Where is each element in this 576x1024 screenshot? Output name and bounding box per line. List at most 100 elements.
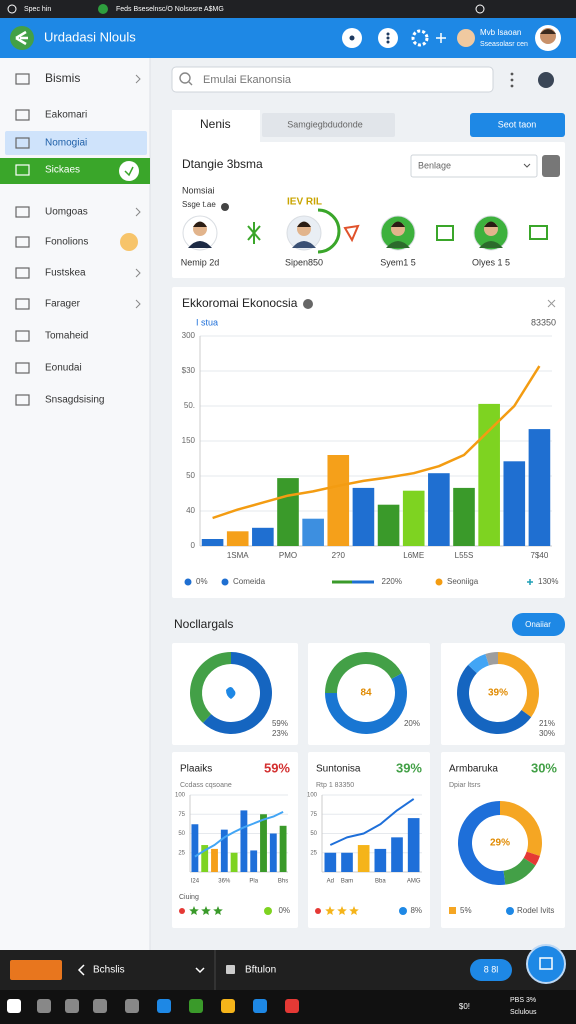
- tab-inactive[interactable]: [262, 113, 395, 137]
- menu-item[interactable]: Bismis: [45, 71, 80, 85]
- back-icon: [77, 964, 85, 976]
- tab-separator: [214, 950, 216, 990]
- donut-annotation: 59%: [272, 719, 288, 728]
- menu-item[interactable]: Fonolions: [45, 237, 88, 248]
- chevron: [523, 163, 531, 168]
- menu-icon: [15, 109, 30, 121]
- primary-button[interactable]: [470, 113, 565, 137]
- bar: [240, 810, 248, 872]
- floating-icon: [539, 957, 553, 970]
- line-series: [212, 365, 541, 520]
- section-title: Nocllargals: [174, 617, 233, 631]
- star-icon: [201, 906, 211, 915]
- user-name: Mvb Isaoan: [480, 28, 521, 37]
- menu-item[interactable]: Farager: [45, 299, 81, 310]
- status-text: Spec hin: [24, 6, 51, 13]
- x-tick-label: 2?0: [332, 551, 346, 560]
- bar: [201, 539, 224, 546]
- card: [172, 752, 298, 928]
- bar: [478, 403, 500, 546]
- bar: [391, 837, 403, 872]
- app-icon[interactable]: [10, 960, 62, 980]
- donut-segment: [503, 858, 536, 885]
- donut-annotation: 21%: [539, 719, 555, 728]
- menu-item[interactable]: Tomaheid: [45, 331, 88, 342]
- x-tick-label: 36%: [218, 879, 231, 885]
- settings-icon: [411, 29, 429, 47]
- menu-item[interactable]: Eakomari: [45, 110, 87, 121]
- os-icon[interactable]: [221, 999, 235, 1013]
- bar: [260, 814, 267, 872]
- donut-center: 39%: [488, 688, 508, 699]
- os-icon[interactable]: [157, 999, 171, 1013]
- legend-dot: [221, 578, 229, 586]
- donut-segment: [366, 652, 402, 680]
- line-series: [329, 798, 415, 846]
- os-icon[interactable]: [253, 999, 267, 1013]
- donut-annotation: 20%: [404, 719, 420, 728]
- bar: [191, 824, 199, 872]
- more-icon: [510, 84, 514, 88]
- os-icon[interactable]: [93, 999, 107, 1013]
- search-box[interactable]: [171, 66, 494, 93]
- avatar-body: [479, 241, 503, 248]
- tray-text: $0!: [459, 1002, 470, 1011]
- status-dot: [315, 908, 321, 914]
- taskbar-label[interactable]: Bchslis: [93, 965, 125, 976]
- os-icon[interactable]: [189, 999, 203, 1013]
- y-tick-label: 150: [182, 436, 196, 445]
- x-tick-label: Ad: [327, 879, 334, 885]
- legend-label: Comeida: [233, 577, 266, 586]
- y-tick-label: 75: [310, 812, 317, 818]
- card-sublabel: Ssge t.ae: [182, 200, 216, 209]
- os-icon[interactable]: [285, 999, 299, 1013]
- avatar-hair: [391, 221, 405, 227]
- menu-item[interactable]: Fustskea: [45, 268, 86, 279]
- menu-icon: [15, 137, 30, 149]
- menu-item[interactable]: Uomgoas: [45, 207, 88, 218]
- bar: [528, 429, 551, 546]
- section-button[interactable]: [512, 613, 565, 636]
- card-footer: Ciuing: [179, 894, 199, 901]
- donut-segment: [189, 652, 231, 723]
- star-icon: [349, 906, 359, 915]
- os-icon[interactable]: [125, 999, 139, 1013]
- search-placeholder: Emulai Ekanonsia: [203, 74, 292, 86]
- bar: [201, 845, 209, 872]
- os-icon[interactable]: [65, 999, 79, 1013]
- tab-active: [172, 110, 260, 144]
- y-tick-label: 100: [307, 793, 318, 799]
- header-bar: [0, 18, 576, 58]
- menu-item[interactable]: Nomogiai: [45, 138, 87, 149]
- sidebar: [0, 58, 150, 950]
- y-tick-label: 0: [191, 541, 196, 550]
- icon-button[interactable]: [542, 155, 560, 177]
- star-icon: [325, 906, 335, 915]
- avatar-hair: [193, 221, 207, 227]
- decor-icon: [343, 224, 360, 243]
- menu-item[interactable]: Sickaes: [45, 165, 80, 176]
- os-icon[interactable]: [37, 999, 51, 1013]
- menu-icon: [15, 362, 30, 374]
- y-tick-label: 50: [310, 831, 317, 837]
- x-tick-label: PMO: [279, 551, 297, 560]
- card-footer: 5%: [460, 906, 472, 915]
- x-tick-label: L55S: [455, 551, 474, 560]
- dropdown[interactable]: [410, 154, 538, 178]
- donut-annotation: 23%: [272, 729, 288, 738]
- taskbar-label[interactable]: Bftulon: [245, 965, 276, 976]
- pill-button[interactable]: [470, 959, 512, 981]
- donut-segment: [325, 673, 407, 734]
- donut-segment: [468, 654, 490, 674]
- menu-item[interactable]: Eonudai: [45, 363, 82, 374]
- bar: [402, 490, 425, 546]
- donut-segment: [202, 652, 272, 734]
- bar: [269, 833, 277, 872]
- card-badge: 39%: [396, 760, 422, 775]
- menu-item[interactable]: Snsagdsising: [45, 395, 104, 406]
- os-icon[interactable]: [7, 999, 21, 1013]
- tab[interactable]: Nenis: [200, 117, 231, 131]
- avatar-hair: [484, 221, 498, 227]
- person-name: Sipen850: [285, 257, 323, 267]
- status-icon: [475, 4, 485, 14]
